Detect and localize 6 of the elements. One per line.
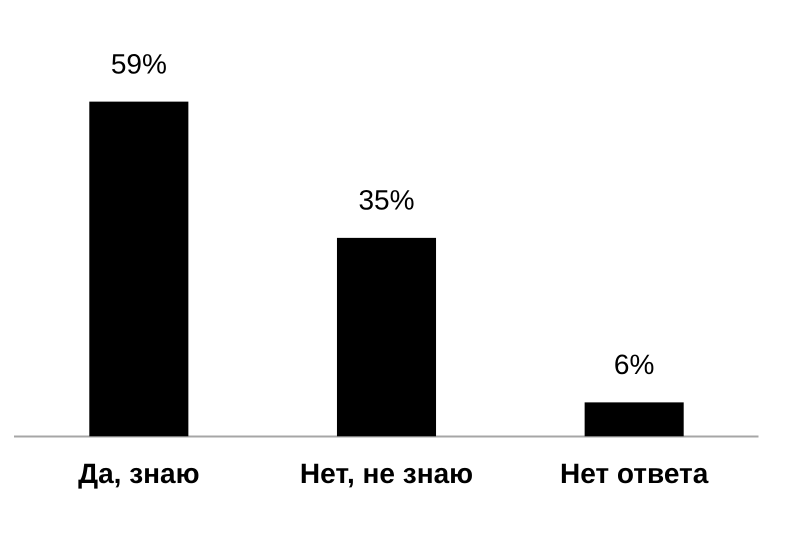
data-label: 35% [358, 184, 415, 216]
x-tick-label: Нет ответа [560, 458, 709, 489]
data-label: 59% [110, 48, 167, 80]
x-tick-label: Да, знаю [78, 458, 200, 489]
data-label: 6% [614, 349, 654, 380]
x-tick-label: Нет, не знаю [300, 458, 474, 489]
